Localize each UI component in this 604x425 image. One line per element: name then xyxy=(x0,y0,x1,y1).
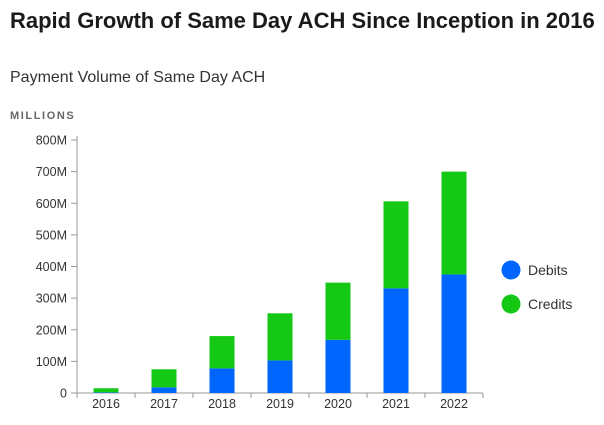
y-tick-label: 200M xyxy=(36,323,67,337)
y-tick-label: 300M xyxy=(36,292,67,306)
y-tick-label: 600M xyxy=(36,197,67,211)
bar-debits-2022 xyxy=(441,274,467,393)
bar-debits-2020 xyxy=(325,339,351,393)
x-tick-label: 2021 xyxy=(382,397,410,411)
y-tick-label: 700M xyxy=(36,165,67,179)
x-axis: 2016 2017 2018 2019 2020 2021 2022 xyxy=(76,392,484,411)
legend-swatch-debits xyxy=(501,260,521,280)
x-tick-label: 2019 xyxy=(266,397,294,411)
bar-credits-2020 xyxy=(325,282,351,340)
bar-credits-2019 xyxy=(267,313,293,361)
x-tick-label: 2018 xyxy=(208,397,236,411)
y-tick-label: 400M xyxy=(36,260,67,274)
bar-debits-2017 xyxy=(151,387,177,393)
bar-debits-2016 xyxy=(93,392,119,393)
y-tick-label: 0 xyxy=(60,387,67,401)
bar-debits-2019 xyxy=(267,360,293,393)
x-tick-label: 2022 xyxy=(440,397,468,411)
legend-label-credits: Credits xyxy=(528,296,572,312)
legend-label-debits: Debits xyxy=(528,262,568,278)
chart-title: Rapid Growth of Same Day ACH Since Incep… xyxy=(10,8,595,33)
legend: Debits Credits xyxy=(501,260,572,314)
chart-subtitle: Payment Volume of Same Day ACH xyxy=(10,69,266,86)
bar-credits-2018 xyxy=(209,336,235,369)
x-tick-label: 2016 xyxy=(92,397,120,411)
x-tick-label: 2020 xyxy=(324,397,352,411)
y-axis: 0 100M 200M 300M 400M 500M 600M 700M 800M xyxy=(36,134,78,401)
bars xyxy=(93,171,467,393)
bar-debits-2021 xyxy=(383,288,409,393)
bar-credits-2022 xyxy=(441,171,467,275)
x-tick-label: 2017 xyxy=(150,397,178,411)
y-unit-label: MILLIONS xyxy=(10,110,75,122)
y-tick-label: 500M xyxy=(36,228,67,242)
legend-swatch-credits xyxy=(501,294,521,314)
bar-credits-2016 xyxy=(93,388,119,393)
bar-credits-2017 xyxy=(151,369,177,388)
bar-credits-2021 xyxy=(383,201,409,289)
y-tick-label: 800M xyxy=(36,134,67,148)
y-tick-label: 100M xyxy=(36,355,67,369)
bar-debits-2018 xyxy=(209,368,235,393)
